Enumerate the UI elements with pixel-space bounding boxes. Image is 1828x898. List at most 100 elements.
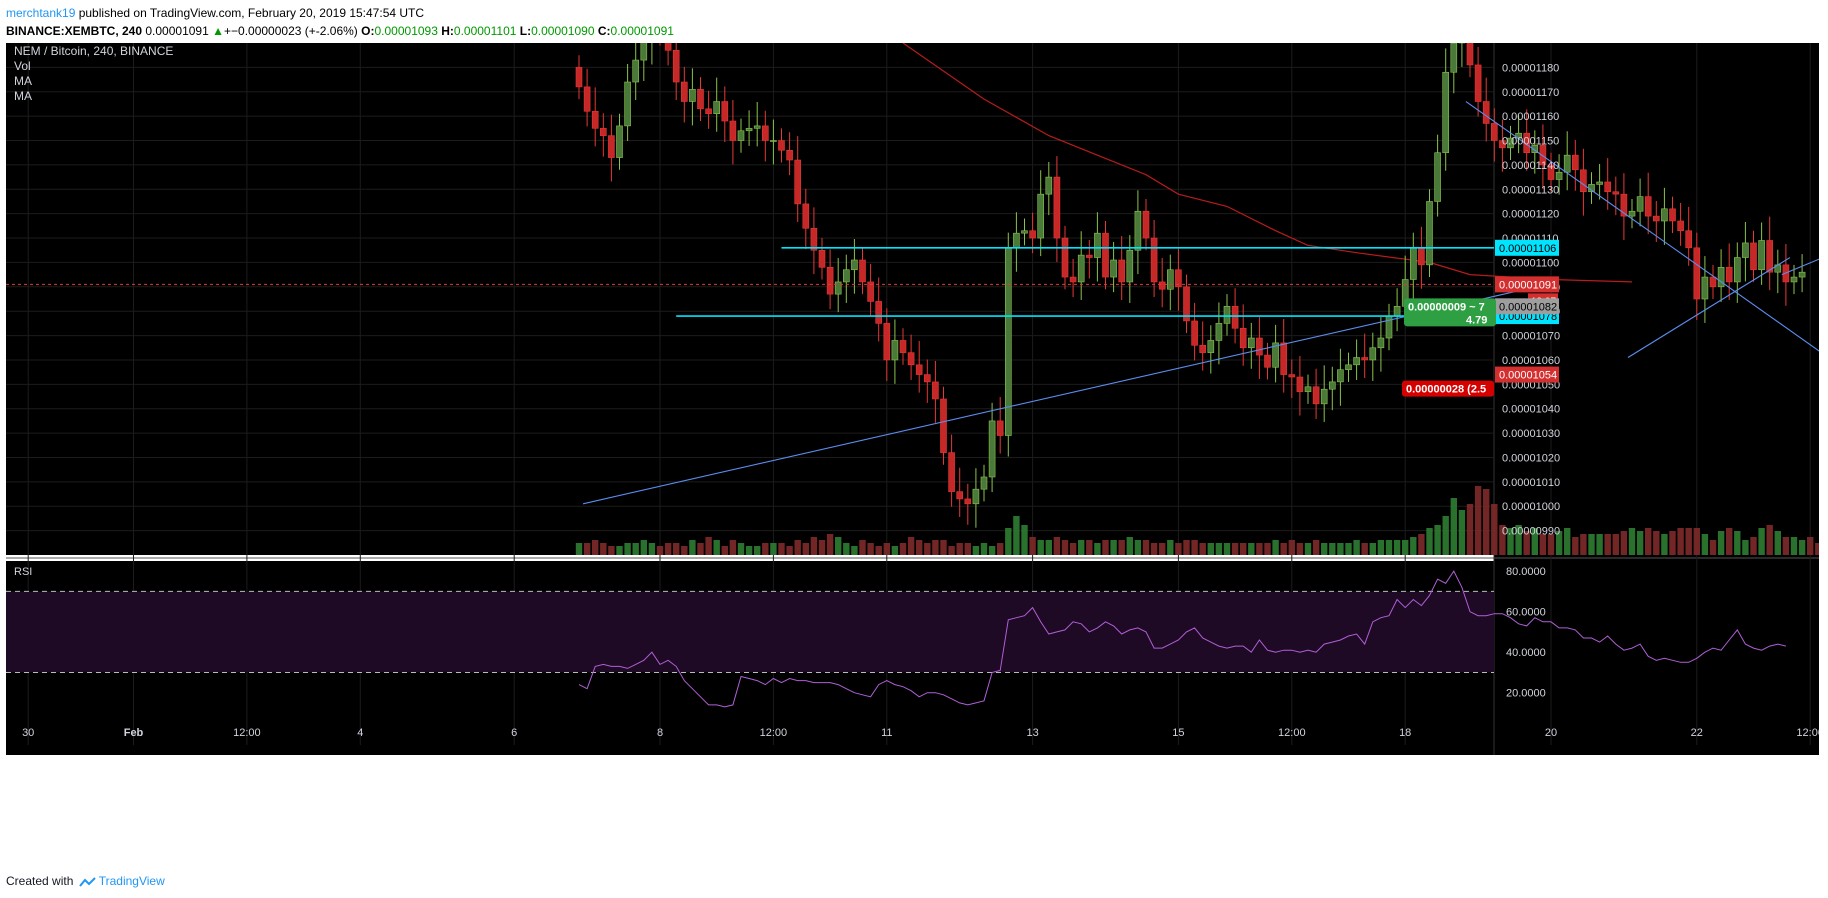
candle-body: [729, 120, 737, 141]
volume-bar: [1442, 516, 1449, 555]
price-change: +−0.00000023 (+-2.06%): [224, 24, 358, 38]
volume-bar: [1369, 543, 1376, 555]
volume-bar: [1636, 531, 1644, 555]
volume-bar: [778, 543, 785, 555]
volume-bar: [1531, 528, 1538, 555]
volume-bar: [1669, 531, 1676, 555]
volume-bar: [1069, 543, 1077, 555]
volume-bar: [1086, 540, 1093, 555]
candle-body: [1345, 364, 1352, 371]
volume-bar: [1110, 540, 1117, 555]
volume-bar: [1142, 540, 1150, 555]
candle-body: [1612, 191, 1620, 195]
candle-body: [1053, 176, 1061, 239]
candle-body: [640, 43, 648, 61]
volume-bar: [1491, 504, 1498, 555]
volume-bar: [1701, 534, 1709, 555]
candle-body: [689, 89, 696, 102]
candle-body: [1531, 145, 1539, 154]
symbol-label: BINANCE:XEMBTC, 240: [6, 24, 143, 38]
volume-bar: [1045, 540, 1052, 555]
candle-body: [1118, 259, 1125, 283]
volume-bar: [770, 543, 777, 555]
candle-body: [1677, 220, 1684, 232]
candle-body: [1563, 154, 1571, 173]
candle-body: [1223, 306, 1231, 324]
volume-bar: [1418, 534, 1425, 555]
volume-bar: [673, 543, 680, 555]
candle-body: [599, 128, 607, 136]
rsi-tick-label: 40.0000: [1506, 647, 1546, 659]
volume-bar: [1296, 543, 1304, 555]
candle-body: [1304, 386, 1312, 392]
volume-bar: [1620, 531, 1628, 555]
price-chart[interactable]: 0.00001180 0.00001170 0.00001160 0.00001150…: [6, 43, 1819, 863]
candle-body: [1709, 276, 1717, 288]
price-tick-label: 0.00001060: [1502, 355, 1560, 367]
candle-body: [923, 374, 931, 383]
volume-bar: [1280, 543, 1287, 555]
candle-body: [1758, 240, 1765, 271]
author-link[interactable]: merchtank19: [6, 6, 76, 20]
chart-area[interactable]: 0.00001180 0.00001170 0.00001160 0.00001150…: [6, 43, 1819, 863]
volume-bar: [948, 546, 955, 555]
price-tick-label: 0.00001040: [1502, 404, 1560, 416]
candle-body: [1393, 306, 1401, 317]
candle-body: [745, 128, 753, 132]
time-tick-label: 20: [1545, 727, 1557, 739]
candle-body: [1474, 64, 1482, 102]
publish-info: published on TradingView.com, February 2…: [75, 6, 425, 20]
tradingview-link[interactable]: TradingView: [98, 874, 165, 888]
indicator-label: MA: [14, 74, 32, 88]
volume-bar: [632, 543, 639, 555]
volume-bar: [1798, 540, 1806, 555]
volume-bar: [656, 546, 664, 555]
candle-body: [1102, 232, 1109, 278]
volume-bar: [1555, 531, 1563, 555]
footer: Created with TradingView: [6, 871, 165, 891]
moving-average-line: [902, 43, 1633, 283]
rsi-line: [578, 570, 1787, 708]
time-tick-label: 22: [1691, 727, 1703, 739]
volume-bar: [1126, 537, 1133, 555]
volume-bar: [1653, 531, 1660, 555]
time-tick-label: 4: [357, 727, 363, 739]
price-tick-label: 0.00001140: [1502, 160, 1559, 172]
volume-bar: [762, 543, 769, 555]
time-tick-label: 12:00: [760, 727, 788, 739]
volume-bar: [1005, 528, 1012, 555]
candle-body: [1450, 43, 1458, 73]
current-price-badge: 0.00001091: [1499, 279, 1557, 291]
candle-body: [1110, 259, 1117, 278]
candle-body: [956, 491, 964, 500]
candle-body: [1191, 320, 1198, 346]
candle-body: [996, 420, 1004, 436]
volume-bar: [1191, 540, 1198, 555]
candle-body: [1725, 267, 1733, 283]
time-tick-label: 15: [1172, 727, 1184, 739]
time-axis-bg: [6, 719, 1819, 755]
candle-body: [1134, 210, 1142, 251]
candle-body: [1766, 240, 1773, 273]
volume-bar: [1628, 528, 1636, 555]
candle-body: [1734, 257, 1741, 283]
volume-bar: [972, 546, 980, 555]
volume-bar: [583, 543, 591, 555]
volume-bar: [1312, 540, 1320, 555]
rsi-tick-label: 60.0000: [1506, 607, 1546, 619]
volume-bar: [664, 543, 672, 555]
volume-bar: [1815, 543, 1819, 555]
candle-body: [1183, 286, 1190, 322]
candle-body: [1239, 327, 1247, 349]
candle-body: [1167, 269, 1174, 290]
candle-body: [1337, 369, 1344, 383]
candle-body: [1061, 237, 1069, 278]
volume-bar: [1790, 537, 1798, 555]
candle-body: [1077, 254, 1085, 283]
last-price: 0.00001091: [145, 24, 209, 38]
target-label: 0.00000009 ~ 7: [1408, 301, 1485, 313]
time-tick-label: 18: [1399, 727, 1411, 739]
volume-bar: [754, 546, 761, 555]
volume-bar: [1515, 525, 1522, 555]
candle-body: [1329, 381, 1336, 390]
